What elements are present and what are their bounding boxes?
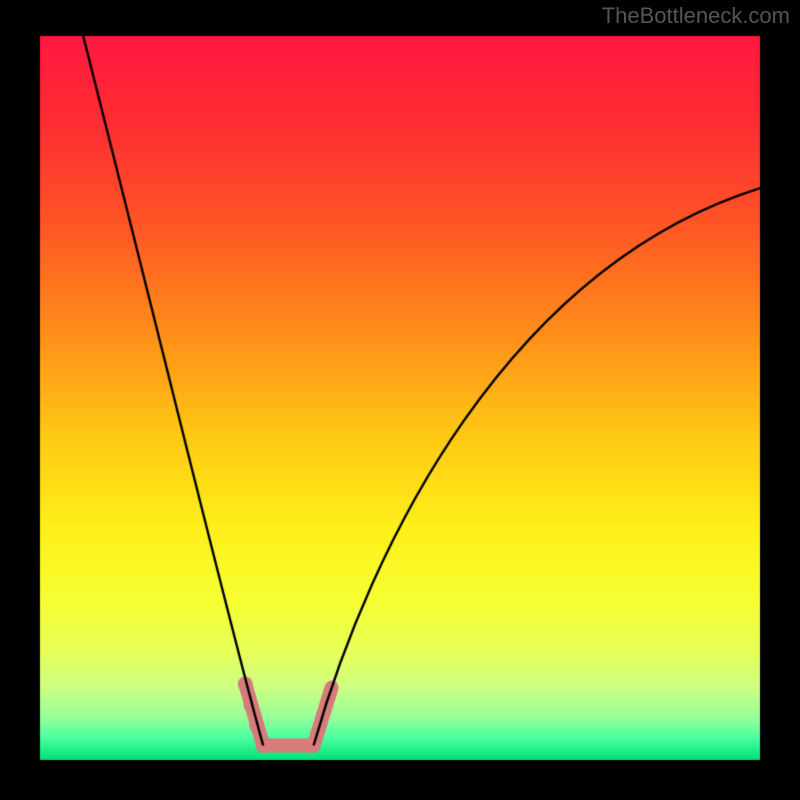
chart-container: TheBottleneck.com — [0, 0, 800, 800]
watermark-label: TheBottleneck.com — [602, 3, 790, 29]
bottleneck-curve-chart — [0, 0, 800, 800]
